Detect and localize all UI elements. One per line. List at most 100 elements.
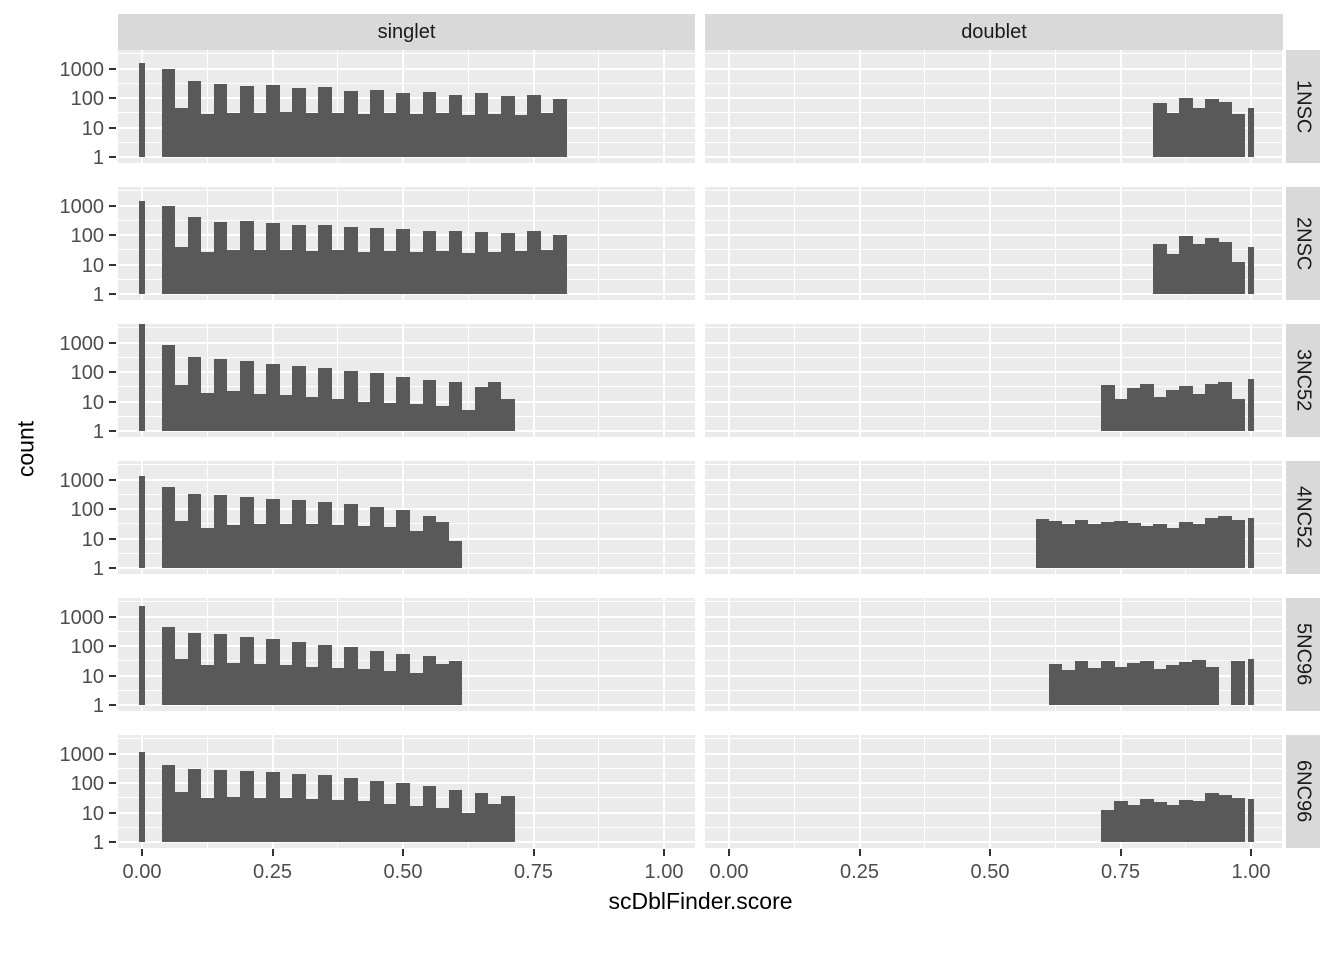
histogram-bar — [1127, 663, 1141, 705]
x-minor-gridline — [924, 50, 926, 163]
y-major-gridline — [705, 674, 1282, 677]
x-axis-title: scDblFinder.score — [608, 888, 793, 914]
x-tick-label: 0.50 — [383, 861, 423, 883]
x-major-gridline — [663, 324, 665, 437]
histogram-bar — [1179, 662, 1193, 705]
histogram-bar — [448, 789, 463, 842]
y-tick-label: 1 — [92, 421, 104, 443]
x-major-gridline — [663, 50, 665, 163]
histogram-bar — [344, 777, 358, 842]
y-tick-label: 1000 — [59, 469, 105, 492]
y-minor-gridline — [705, 660, 1282, 662]
x-major-gridline — [989, 735, 991, 848]
y-tick-label: 10 — [81, 802, 104, 825]
panel-2NSC-doublet — [705, 187, 1282, 300]
x-major-gridline — [858, 50, 861, 163]
facet-row-strip-1NSC: 1NSC — [1286, 50, 1320, 163]
histogram-bar — [252, 664, 267, 705]
x-minor-gridline — [1054, 187, 1056, 300]
histogram-bar — [422, 91, 437, 157]
histogram-bar — [1100, 522, 1115, 568]
facet-row-strip-2NSC: 2NSC — [1286, 187, 1320, 300]
y-tick-label: 100 — [70, 773, 104, 795]
histogram-bar — [1100, 810, 1115, 842]
histogram-bar — [187, 493, 202, 568]
y-major-gridline — [705, 234, 1282, 236]
histogram-bar — [226, 796, 241, 842]
y-minor-gridline — [705, 278, 1282, 280]
x-minor-gridline — [924, 187, 926, 300]
histogram-bar — [252, 393, 267, 431]
x-minor-gridline — [337, 324, 339, 437]
histogram-bar — [1153, 802, 1167, 842]
x-minor-gridline — [1185, 461, 1187, 574]
histogram-bar — [1048, 663, 1063, 705]
histogram-bar — [226, 391, 241, 431]
x-minor-gridline — [598, 50, 600, 163]
y-minor-gridline — [118, 464, 695, 466]
facet-row-label: 6NC96 — [1292, 760, 1315, 823]
histogram-bar — [1166, 390, 1180, 431]
y-tick-mark — [109, 126, 116, 129]
y-minor-gridline — [118, 767, 695, 769]
panel-1NSC-singlet — [118, 50, 695, 163]
histogram-bar — [252, 113, 267, 157]
histogram-bar — [553, 99, 567, 157]
x-minor-gridline — [206, 735, 208, 848]
histogram-bar — [396, 653, 411, 705]
histogram-bar — [279, 395, 293, 431]
y-major-gridline — [118, 704, 695, 706]
x-minor-gridline — [337, 735, 339, 848]
histogram-bar — [226, 663, 241, 705]
y-major-gridline — [705, 293, 1282, 295]
histogram-bar — [448, 230, 463, 294]
histogram-bar — [1231, 661, 1246, 705]
histogram-bar — [1127, 804, 1141, 842]
x-minor-gridline — [793, 187, 795, 300]
y-minor-gridline — [705, 190, 1282, 192]
x-tick-label: 0.00 — [122, 861, 162, 883]
histogram-bar — [357, 801, 371, 842]
histogram-bar — [1231, 798, 1246, 842]
x-minor-gridline — [206, 324, 208, 437]
histogram-bar — [226, 112, 241, 157]
histogram-bar — [409, 114, 424, 157]
histogram-bar — [161, 69, 176, 157]
x-minor-gridline — [206, 50, 208, 163]
y-major-gridline — [705, 400, 1282, 403]
x-minor-gridline — [206, 598, 208, 711]
x-major-gridline — [663, 735, 665, 848]
histogram-bar — [409, 404, 424, 431]
facet-column-strip-doublet: doublet — [705, 14, 1283, 50]
histogram-bar — [1153, 669, 1167, 705]
x-tick-mark — [141, 849, 143, 856]
y-tick-mark — [109, 537, 116, 540]
histogram-bar — [526, 94, 541, 157]
x-minor-gridline — [598, 598, 600, 711]
histogram-bar — [265, 84, 280, 157]
x-major-gridline — [1250, 735, 1252, 848]
y-minor-gridline — [705, 493, 1282, 495]
histogram-bar — [265, 772, 280, 842]
x-tick-mark — [663, 849, 665, 856]
histogram-bar — [305, 524, 319, 568]
x-tick-label: 0.75 — [514, 861, 553, 883]
histogram-bar — [292, 500, 306, 568]
histogram-bar — [1205, 383, 1219, 431]
y-major-gridline — [705, 430, 1282, 432]
y-tick-label: 10 — [81, 117, 104, 140]
histogram-bar — [409, 806, 424, 842]
x-minor-gridline — [337, 461, 339, 574]
histogram-bar — [305, 666, 319, 705]
histogram-bar — [226, 250, 241, 294]
histogram-bar — [357, 401, 371, 431]
y-tick-mark — [109, 567, 116, 569]
histogram-bar — [461, 812, 476, 842]
y-tick-label: 1000 — [59, 332, 105, 355]
histogram-bar — [1205, 237, 1219, 294]
y-minor-gridline — [118, 601, 695, 603]
x-major-gridline — [1119, 187, 1122, 300]
histogram-bar — [1074, 520, 1089, 568]
y-tick-label: 10 — [81, 665, 104, 688]
x-major-gridline — [989, 187, 991, 300]
